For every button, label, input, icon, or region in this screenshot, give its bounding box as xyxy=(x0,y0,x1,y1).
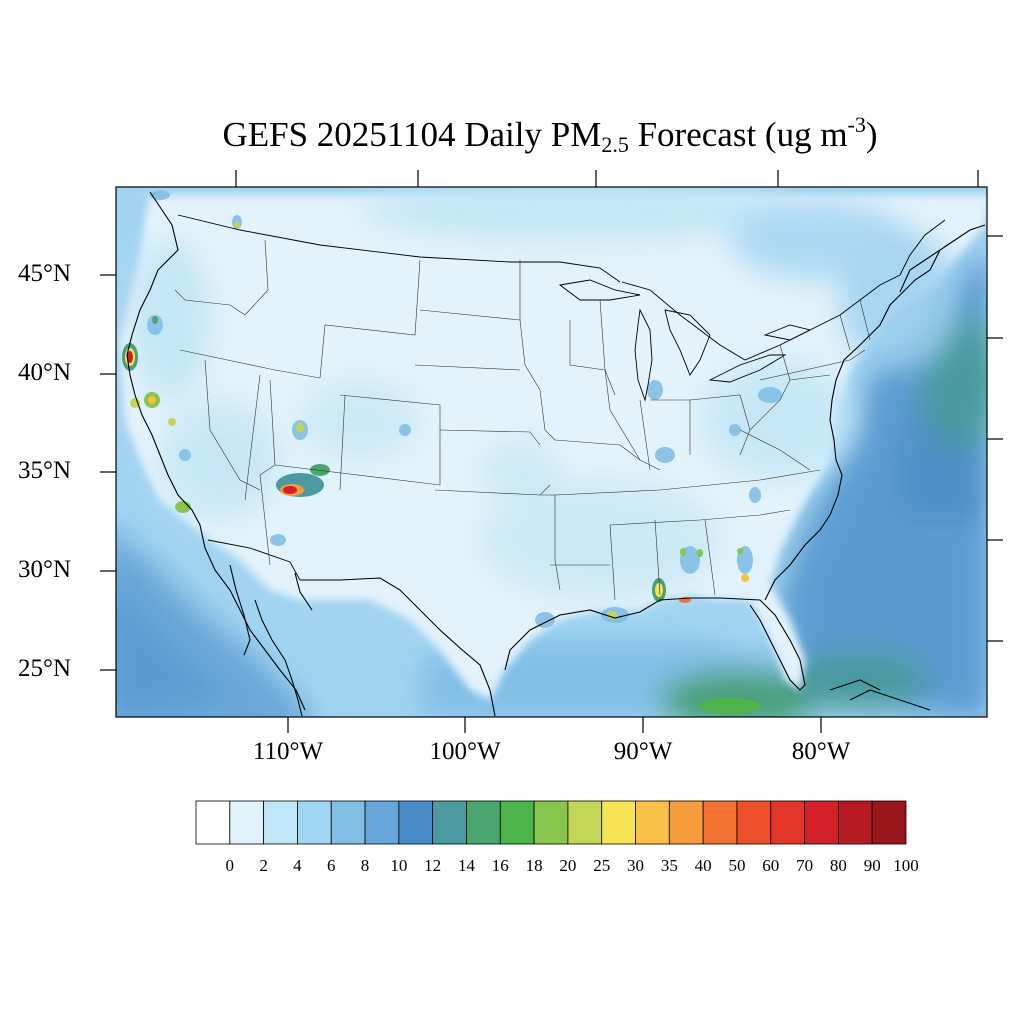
colorbar-swatch xyxy=(364,800,400,845)
colorbar-tick-label: 10 xyxy=(390,856,408,875)
colorbar-tick-label: 50 xyxy=(728,856,746,875)
pm25-map xyxy=(100,170,1003,733)
colorbar-swatch xyxy=(601,800,636,845)
colorbar-tick-label: 60 xyxy=(762,856,780,875)
colorbar-swatch xyxy=(567,800,603,845)
colorbar-swatch xyxy=(398,800,434,845)
colorbar-tick-label: 0 xyxy=(225,856,235,875)
colorbar-swatch xyxy=(432,800,467,845)
top-ticks xyxy=(235,170,979,187)
right-ticks xyxy=(987,235,1003,642)
colorbar-tick-label: 30 xyxy=(627,856,645,875)
colorbar-tick-label: 6 xyxy=(326,856,336,875)
colorbar-tick-label: 80 xyxy=(829,856,847,875)
coastlines xyxy=(126,191,986,717)
bottom-ticks xyxy=(287,717,822,733)
colorbar-tick-label: 2 xyxy=(259,856,268,875)
colorbar-swatch xyxy=(702,800,738,845)
colorbar-swatch xyxy=(736,800,772,845)
colorbar-swatch xyxy=(837,800,873,845)
colorbar-tick-label: 90 xyxy=(863,856,881,875)
lon-label-90w: 90°W xyxy=(613,738,673,765)
colorbar-tick-label: 20 xyxy=(559,856,577,875)
great-lakes xyxy=(558,279,812,402)
colorbar-tick-label: 35 xyxy=(660,856,678,875)
colorbar-swatch xyxy=(229,800,265,845)
colorbar-tick-label: 40 xyxy=(694,856,712,875)
lon-label-80w: 80°W xyxy=(791,738,851,765)
colorbar-swatch xyxy=(533,800,569,845)
colorbar-tick-label: 16 xyxy=(491,856,509,875)
colorbar-tick-label: 8 xyxy=(360,856,370,875)
colorbar-tick-label: 100 xyxy=(893,856,919,875)
colorbar-swatch xyxy=(499,800,535,845)
colorbar-tick-label: 70 xyxy=(796,856,814,875)
colorbar-swatch xyxy=(330,800,366,845)
colorbar-swatch xyxy=(297,800,332,845)
lon-label-110w: 110°W xyxy=(252,738,324,765)
colorbar-swatch xyxy=(635,800,670,845)
lat-label-25: 25°N xyxy=(18,655,72,682)
colorbar-tick-label: 18 xyxy=(525,856,543,875)
lon-label-100w: 100°W xyxy=(429,738,501,765)
colorbar-tick-label: 12 xyxy=(424,856,442,875)
colorbar-swatch xyxy=(263,800,298,845)
colorbar-tick-label: 14 xyxy=(457,856,475,875)
colorbar xyxy=(195,800,907,845)
colorbar-tick-label: 25 xyxy=(593,856,611,875)
colorbar-swatch xyxy=(466,800,501,845)
map-frame xyxy=(115,186,988,718)
state-boundaries xyxy=(174,239,871,601)
colorbar-tick-label: 4 xyxy=(293,856,302,875)
lat-label-45: 45°N xyxy=(18,260,72,287)
hotspots xyxy=(122,222,760,714)
colorbar-swatch xyxy=(668,800,704,845)
borders xyxy=(177,214,946,581)
colorbar-swatch xyxy=(804,800,839,845)
lat-label-40: 40°N xyxy=(18,359,72,386)
colorbar-swatch xyxy=(195,800,231,845)
lat-label-35: 35°N xyxy=(18,457,72,484)
lat-label-30: 30°N xyxy=(18,556,72,583)
left-ticks xyxy=(100,274,116,671)
colorbar-swatch xyxy=(770,800,805,845)
colorbar-swatch xyxy=(871,800,907,845)
map-title: GEFS 20251104 Daily PM2.5 Forecast (ug m… xyxy=(222,112,878,157)
